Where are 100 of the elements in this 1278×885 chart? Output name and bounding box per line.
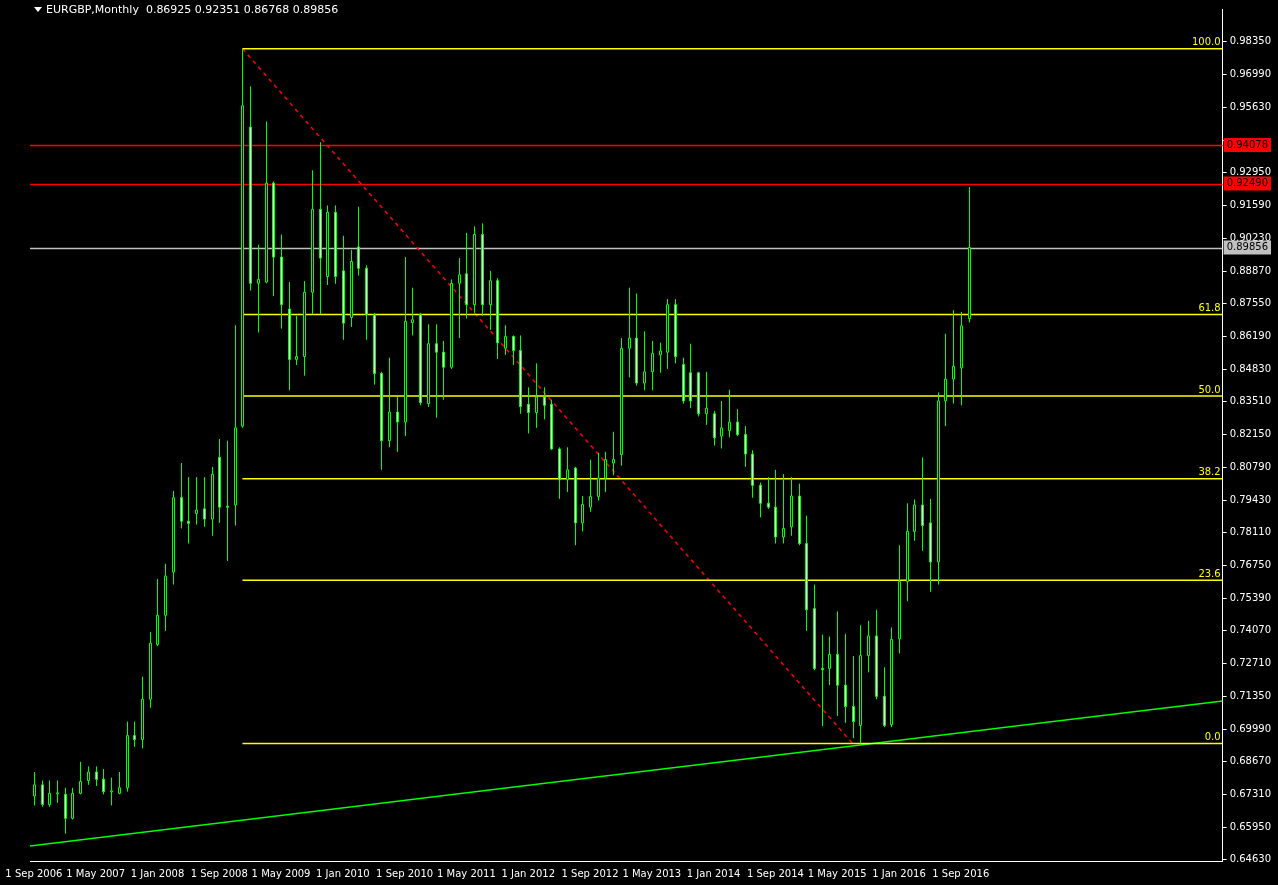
x-tick-label: 1 Sep 2014 [746,867,804,879]
y-tick-label: 0.68670 [1229,754,1272,766]
y-tick-label: 0.82150 [1229,427,1272,439]
x-tick-label: 1 Sep 2008 [190,867,248,879]
candlestick [597,452,600,502]
candlestick [357,206,360,277]
y-tick-label: 0.78110 [1229,525,1272,537]
series-label: 0.0 [1204,731,1221,743]
candlestick [543,386,546,420]
x-tick-label: 1 Sep 2010 [376,867,434,879]
candlestick [41,779,44,808]
x-tick-label: 1 Sep 2012 [561,867,619,879]
y-tick-label: 0.90230 [1229,232,1272,244]
candlestick [744,425,747,468]
chart-title: EURGBP,Monthly 0.86925 0.92351 0.86768 0.89856 [46,3,339,16]
candlestick [79,761,82,795]
candlestick [435,323,438,419]
series-label: 61.8 [1198,302,1221,314]
series-label: 50.0 [1198,383,1221,395]
y-tick-label: 0.75390 [1229,591,1272,603]
candlestick [87,765,90,786]
candlestick [102,768,105,795]
candlestick [535,362,538,429]
candlestick [651,340,654,391]
candlestick [736,408,739,437]
candlestick [442,340,445,401]
candlestick [187,476,190,545]
candlestick [759,482,762,518]
x-tick-label: 1 May 2007 [66,867,126,879]
candlestick [705,371,708,426]
x-tick-label: 1 Jan 2008 [130,867,185,879]
x-tick-label: 1 May 2013 [622,867,682,879]
y-tick-label: 0.79430 [1229,493,1272,505]
candlestick [203,476,206,528]
ref-line-label: 0.92490 [1226,177,1269,189]
y-tick-label: 0.88870 [1229,265,1272,277]
x-tick-label: 1 Jan 2014 [686,867,741,879]
candlestick [720,400,723,449]
x-tick-label: 1 May 2009 [251,867,311,879]
y-tick-label: 0.74070 [1229,623,1272,635]
y-tick-label: 0.71350 [1229,689,1272,701]
candlestick [133,721,136,748]
candlestick [527,386,530,434]
x-tick-label: 1 Jan 2010 [316,867,370,879]
candlestick [48,779,51,808]
series-label: 100.0 [1192,36,1221,48]
candlestick [226,440,229,562]
candlestick [852,655,855,739]
candlestick [828,635,831,686]
candlestick [458,257,461,339]
candlestick [411,287,414,336]
candlestick [566,446,569,493]
candlestick [396,396,399,453]
y-tick-label: 0.86190 [1229,330,1272,342]
candlestick [512,334,515,366]
candlestick [295,315,298,366]
candlestick [195,476,198,526]
y-tick-label: 0.65950 [1229,820,1272,832]
candlestick [767,476,770,510]
candlestick [612,431,615,476]
candlestick [952,309,955,405]
y-tick-label: 0.76750 [1229,558,1272,570]
candlestick [604,451,607,493]
candlestick [257,244,260,334]
y-tick-label: 0.72710 [1229,656,1272,668]
candlestick [728,389,731,438]
candlestick [921,456,924,552]
y-tick-label: 0.64630 [1229,852,1272,864]
candlestick [821,634,824,727]
x-tick-label: 1 Sep 2016 [932,867,990,879]
y-tick-label: 0.87550 [1229,297,1272,309]
y-tick-label: 0.96990 [1229,68,1272,80]
y-tick-label: 0.92950 [1229,166,1272,178]
candlestick [782,473,785,545]
x-tick-label: 1 Jan 2012 [501,867,556,879]
candlestick [95,765,98,787]
candlestick [180,462,183,529]
candlestick [504,324,507,356]
candlestick [581,495,584,532]
y-tick-label: 0.98350 [1229,35,1272,47]
x-tick-label: 1 Sep 2006 [5,867,63,879]
y-tick-label: 0.69990 [1229,722,1272,734]
y-tick-label: 0.91590 [1229,199,1272,211]
candlestick [628,287,631,378]
x-tick-label: 1 May 2011 [437,867,496,879]
candlestick [56,779,59,804]
y-tick-label: 0.80790 [1229,460,1272,472]
y-tick-label: 0.67310 [1229,787,1272,799]
series-label: 38.2 [1198,466,1221,478]
y-tick-label: 0.95630 [1229,101,1272,113]
ref-line-label: 0.94078 [1226,138,1269,150]
candlestick [33,771,36,806]
series-label: 23.6 [1198,567,1221,579]
x-tick-label: 1 May 2015 [807,867,867,879]
candlestick [844,633,847,724]
candlestick [867,620,870,673]
x-tick-label: 1 Jan 2016 [872,867,926,879]
candlestick [944,333,947,427]
candlestick [643,330,646,391]
y-tick-label: 0.84830 [1229,362,1272,374]
